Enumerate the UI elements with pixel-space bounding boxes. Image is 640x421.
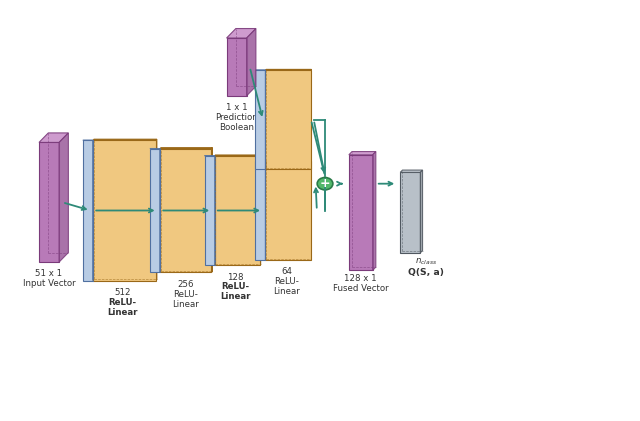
Polygon shape <box>160 148 212 149</box>
Text: Q(S, a): Q(S, a) <box>408 268 444 277</box>
Text: Linear: Linear <box>273 197 300 205</box>
Polygon shape <box>266 70 310 169</box>
Polygon shape <box>211 148 212 272</box>
Polygon shape <box>349 152 376 155</box>
Text: Linear: Linear <box>107 308 138 317</box>
Polygon shape <box>266 160 312 161</box>
Text: Linear: Linear <box>273 287 300 296</box>
Polygon shape <box>83 140 93 281</box>
Text: +: + <box>320 177 330 190</box>
Text: ReLU-: ReLU- <box>173 290 198 299</box>
Text: 256: 256 <box>177 280 193 289</box>
Polygon shape <box>400 170 422 172</box>
Text: 64: 64 <box>281 177 292 186</box>
Polygon shape <box>400 172 420 253</box>
Text: Boolean: Boolean <box>219 123 254 132</box>
Polygon shape <box>255 70 266 169</box>
Polygon shape <box>246 29 256 96</box>
Ellipse shape <box>317 178 333 190</box>
Polygon shape <box>266 69 312 70</box>
Text: 1 x 1: 1 x 1 <box>226 103 248 112</box>
Polygon shape <box>39 133 68 142</box>
Text: 128: 128 <box>227 272 244 282</box>
Polygon shape <box>310 69 312 169</box>
Polygon shape <box>214 156 260 265</box>
Polygon shape <box>93 139 157 140</box>
Text: 128 x 1: 128 x 1 <box>344 274 377 283</box>
Text: Prediction: Prediction <box>215 113 258 122</box>
Polygon shape <box>266 161 310 260</box>
Polygon shape <box>420 170 422 253</box>
Polygon shape <box>160 149 211 272</box>
Polygon shape <box>59 133 68 262</box>
Text: ReLU-: ReLU- <box>275 277 299 286</box>
Polygon shape <box>255 161 266 260</box>
Text: ReLU-: ReLU- <box>275 187 299 196</box>
Polygon shape <box>39 142 59 262</box>
Polygon shape <box>349 155 372 270</box>
Text: Linear: Linear <box>172 300 198 309</box>
Polygon shape <box>156 139 157 281</box>
Polygon shape <box>372 152 376 270</box>
Text: Fused Vector: Fused Vector <box>333 284 388 293</box>
Polygon shape <box>205 156 214 265</box>
Text: $n_{class}$: $n_{class}$ <box>415 257 437 267</box>
Polygon shape <box>214 155 260 156</box>
Text: 512: 512 <box>114 288 131 297</box>
Text: 51 x 1: 51 x 1 <box>35 269 63 279</box>
Polygon shape <box>227 29 256 38</box>
Polygon shape <box>227 38 246 96</box>
Text: Linear: Linear <box>220 293 251 301</box>
Text: ReLU-: ReLU- <box>221 282 250 291</box>
Text: Input Vector: Input Vector <box>23 280 76 288</box>
Polygon shape <box>310 160 312 260</box>
Text: ReLU-: ReLU- <box>108 298 136 307</box>
Polygon shape <box>93 140 156 281</box>
Text: 64: 64 <box>281 267 292 277</box>
Polygon shape <box>150 149 160 272</box>
